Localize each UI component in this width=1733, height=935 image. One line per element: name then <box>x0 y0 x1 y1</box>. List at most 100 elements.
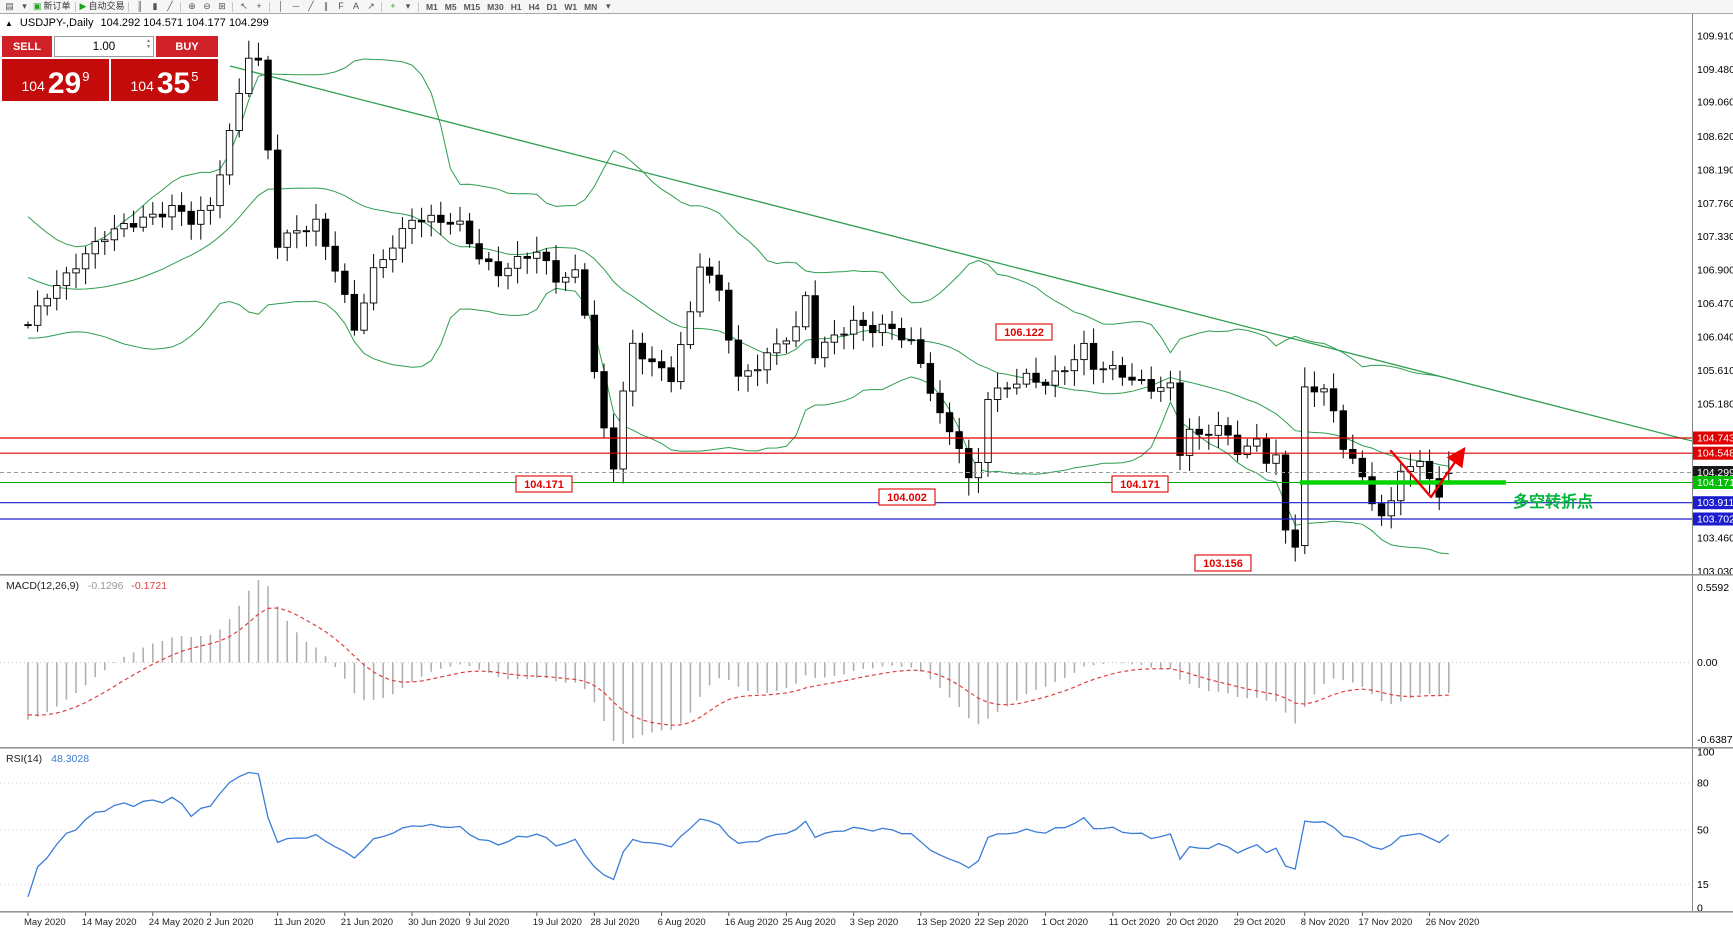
timeframe-m5[interactable]: M5 <box>444 1 457 12</box>
fibonacci-icon[interactable]: F <box>334 1 347 13</box>
rsi-panel[interactable] <box>0 771 1692 897</box>
price-tick-label: 106.470 <box>1697 298 1733 310</box>
price-tick-label: 109.480 <box>1697 64 1733 76</box>
tile-windows-icon[interactable]: ⊞ <box>215 1 228 13</box>
timeframe-w1[interactable]: W1 <box>564 1 578 12</box>
timeframe-d1[interactable]: D1 <box>546 1 558 12</box>
volume-stepper[interactable]: ▲ ▼ <box>146 39 151 50</box>
one-click-collapse-toggle[interactable]: ▲ <box>5 18 13 28</box>
rsi-scale-100: 100 <box>1697 747 1715 759</box>
timeframe-m15[interactable]: M15 <box>463 1 481 12</box>
date-label: May 2020 <box>24 917 66 928</box>
vertical-line-icon-glyph: │ <box>278 1 284 11</box>
date-label: 11 Oct 2020 <box>1109 917 1160 928</box>
rsi-date-separator[interactable] <box>0 911 1733 913</box>
cursor-icon-glyph: ↖ <box>240 1 248 11</box>
chart-dropdown-icon[interactable]: ▾ <box>18 1 31 13</box>
price-label[interactable]: 104.171 <box>1111 475 1169 493</box>
turning-point-annotation[interactable]: 多空转折点 <box>1513 492 1593 511</box>
more-dropdown-icon[interactable]: ▾ <box>602 1 615 13</box>
timeframe-mn[interactable]: MN <box>584 1 598 12</box>
vertical-line-icon[interactable]: │ <box>274 1 287 13</box>
date-label: 19 Jul 2020 <box>533 917 582 928</box>
add-indicator-icon[interactable]: + <box>386 1 399 13</box>
equidistant-channel-icon-glyph: ∥ <box>323 1 329 11</box>
buy-price-pips: 35 <box>156 66 191 100</box>
toolbar-separator <box>232 1 234 12</box>
price-label[interactable]: 103.156 <box>1194 554 1252 572</box>
date-label: 1 Oct 2020 <box>1042 917 1088 928</box>
date-label: 21 Jun 2020 <box>341 917 393 928</box>
price-tick-label: 105.180 <box>1697 398 1733 410</box>
trade-controls-row: SELL 1.00 ▲ ▼ BUY <box>2 36 218 57</box>
rsi-scale-50: 50 <box>1697 825 1709 837</box>
svg-text:104.171: 104.171 <box>524 479 564 491</box>
buy-button[interactable]: BUY <box>156 36 218 57</box>
macd-rsi-separator[interactable] <box>0 747 1733 749</box>
trendline-icon[interactable]: ╱ <box>304 1 317 13</box>
main-macd-separator[interactable] <box>0 574 1733 576</box>
price-tick-label: 105.610 <box>1697 365 1733 377</box>
reversal-arrow-annotation[interactable] <box>1389 447 1466 499</box>
price-label[interactable]: 104.002 <box>878 488 936 506</box>
bar-chart-icon[interactable]: ║ <box>133 1 146 13</box>
text-tool-icon[interactable]: A <box>349 1 362 13</box>
svg-text:104.743: 104.743 <box>1697 432 1733 444</box>
svg-text:103.911: 103.911 <box>1697 497 1733 509</box>
date-label: 6 Aug 2020 <box>658 917 706 928</box>
volume-value: 1.00 <box>92 40 116 53</box>
new-chart-icon[interactable]: ▤ <box>3 1 16 13</box>
zoom-out-icon[interactable]: ⊖ <box>200 1 213 13</box>
date-axis[interactable]: May 2020 14 May 2020 24 May 2020 2 Jun 2020… <box>24 912 1479 928</box>
volume-up-icon[interactable]: ▲ <box>146 38 151 44</box>
sell-button[interactable]: SELL <box>2 36 52 57</box>
price-label[interactable]: 106.122 <box>995 323 1053 341</box>
date-label: 17 Nov 2020 <box>1358 917 1412 928</box>
candlestick-chart-icon-glyph: ▮ <box>152 1 158 11</box>
price-marker-104.548: 104.548 <box>1693 446 1733 460</box>
toolbar-separator <box>269 1 271 12</box>
price-label[interactable]: 104.171 <box>515 475 573 493</box>
cursor-icon[interactable]: ↖ <box>237 1 250 13</box>
line-chart-icon[interactable]: ╱ <box>163 1 176 13</box>
candlestick-chart-icon[interactable]: ▮ <box>148 1 161 13</box>
macd-panel[interactable] <box>0 580 1692 744</box>
crosshair-icon[interactable]: + <box>252 1 265 13</box>
new-order-glyph: ▣ <box>33 1 42 11</box>
timeframe-m1[interactable]: M1 <box>425 1 438 12</box>
line-chart-icon-glyph: ╱ <box>167 1 173 11</box>
toolbar-separator <box>180 1 182 12</box>
date-label: 24 May 2020 <box>149 917 204 928</box>
price-tick-label: 103.460 <box>1697 532 1733 544</box>
timeframe-h4[interactable]: H4 <box>528 1 540 12</box>
timeframe-m30[interactable]: M30 <box>487 1 504 12</box>
timeframe-h1[interactable]: H1 <box>510 1 522 12</box>
arrow-tool-icon[interactable]: ↗ <box>364 1 377 13</box>
descending-trendline[interactable] <box>229 65 1692 442</box>
price-axis[interactable]: 109.910 109.480 109.060 108.620 108.190 107.7… <box>1693 31 1733 915</box>
price-tick-label: 109.910 <box>1697 31 1733 43</box>
price-marker-103.702: 103.702 <box>1693 512 1733 526</box>
trade-price-row: 104 29 9 104 35 5 <box>2 59 218 101</box>
arrow-tool-icon-glyph: ↗ <box>367 1 375 11</box>
volume-field[interactable]: 1.00 ▲ ▼ <box>54 36 154 57</box>
new-order-button[interactable]: ▣ 新订单 <box>33 1 71 13</box>
auto-trading-button-label: 自动交易 <box>88 1 125 11</box>
horizontal-line-icon[interactable]: ─ <box>289 1 302 13</box>
sell-price-display[interactable]: 104 29 9 <box>2 59 109 101</box>
date-label: 8 Nov 2020 <box>1301 917 1350 928</box>
price-panel[interactable]: 106.122 104.171 104.002 104.171 103.156 多空转折点 <box>0 40 1692 572</box>
indicator-dropdown-icon[interactable]: ▾ <box>401 1 414 13</box>
toolbar-separator <box>74 1 76 12</box>
macd-scale-max: 0.5592 <box>1697 582 1729 594</box>
main-toolbar: ▤ ▾ ▣ 新订单 ▶ 自动交易 ║ ▮ ╱ ⊕ ⊖ ⊞ ↖ + │ ─ ╱ ∥ F A ↗ + ▾ M1 M5 M15 M30 H1… <box>0 0 1733 14</box>
buy-price-display[interactable]: 104 35 5 <box>111 59 218 101</box>
zoom-in-icon[interactable]: ⊕ <box>185 1 198 13</box>
svg-text:104.002: 104.002 <box>887 492 927 504</box>
svg-text:103.156: 103.156 <box>1203 558 1243 570</box>
buy-price-pipette: 5 <box>191 69 199 84</box>
volume-down-icon[interactable]: ▼ <box>146 44 151 50</box>
equidistant-channel-icon[interactable]: ∥ <box>319 1 332 13</box>
auto-trading-button[interactable]: ▶ 自动交易 <box>80 1 125 13</box>
